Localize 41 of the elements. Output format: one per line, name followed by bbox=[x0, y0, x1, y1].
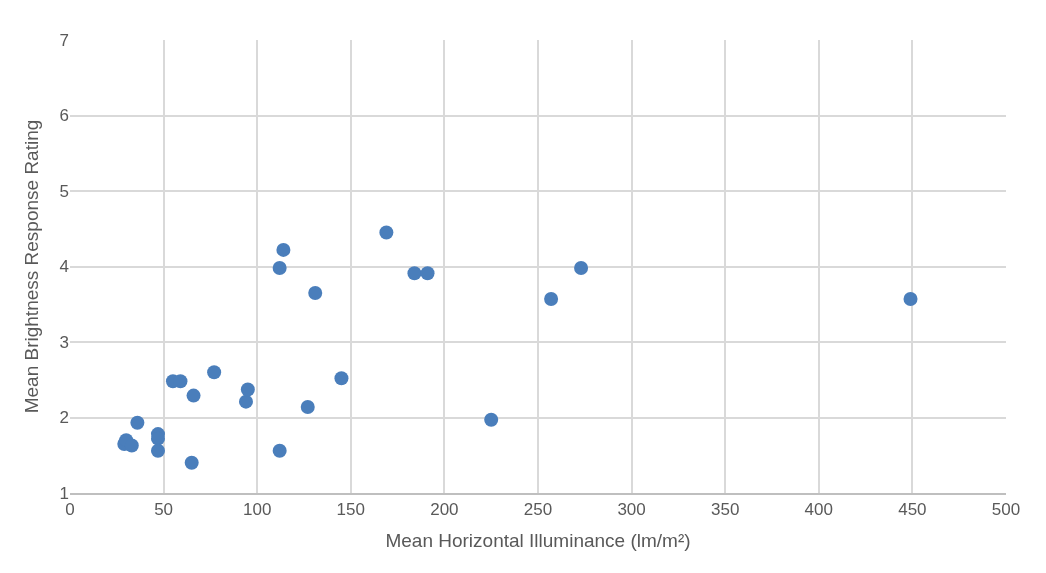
x-tick-label: 100 bbox=[243, 500, 272, 520]
x-tick-label: 400 bbox=[804, 500, 833, 520]
x-tick-label: 0 bbox=[65, 500, 75, 520]
point bbox=[300, 399, 315, 414]
y-tick-label: 2 bbox=[59, 408, 69, 428]
x-tick-label: 450 bbox=[898, 500, 927, 520]
x-tick-label: 500 bbox=[991, 500, 1021, 520]
y-axis-title: Mean Brightness Response Rating bbox=[21, 119, 43, 414]
x-tick-label: 50 bbox=[154, 500, 174, 520]
point bbox=[238, 394, 253, 409]
point bbox=[130, 415, 145, 430]
point bbox=[334, 371, 349, 386]
point bbox=[544, 291, 559, 306]
point bbox=[484, 412, 499, 427]
point bbox=[150, 443, 165, 458]
x-tick-label: 250 bbox=[523, 500, 553, 520]
x-tick-label: 300 bbox=[617, 500, 646, 520]
point bbox=[240, 382, 255, 397]
x-tick-label: 150 bbox=[336, 500, 365, 520]
point bbox=[186, 388, 201, 403]
point bbox=[207, 365, 222, 380]
x-tick-label: 350 bbox=[711, 500, 740, 520]
point bbox=[184, 455, 199, 470]
point bbox=[272, 443, 287, 458]
x-tick-label: 200 bbox=[430, 500, 459, 520]
y-tick-label: 6 bbox=[59, 106, 69, 126]
point bbox=[276, 242, 291, 257]
point bbox=[407, 266, 422, 281]
point bbox=[124, 438, 139, 453]
point bbox=[420, 266, 435, 281]
y-tick-label: 4 bbox=[59, 257, 69, 277]
point bbox=[308, 285, 323, 300]
point bbox=[903, 291, 918, 306]
point bbox=[379, 225, 394, 240]
x-axis-title: Mean Horizontal Illuminance (lm/m²) bbox=[385, 529, 691, 551]
y-tick-label: 1 bbox=[59, 483, 69, 503]
y-tick-label: 7 bbox=[59, 30, 69, 50]
point bbox=[272, 261, 287, 275]
y-tick-label: 5 bbox=[59, 181, 69, 201]
point bbox=[574, 261, 589, 275]
y-tick-label: 3 bbox=[59, 332, 69, 352]
